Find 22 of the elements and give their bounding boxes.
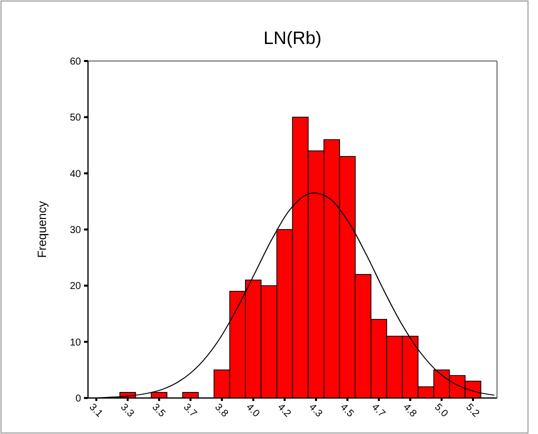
y-tick-label: 10: [70, 337, 82, 348]
y-tick-label: 50: [70, 112, 82, 124]
y-tick-label: 20: [70, 281, 82, 292]
x-tick-label: 5.2: [463, 402, 482, 420]
x-tick-label: 3.3: [118, 402, 136, 420]
y-tick-label: 60: [70, 56, 82, 68]
x-tick-label: 4.2: [275, 402, 294, 420]
x-tick-label: 3.5: [150, 402, 168, 420]
x-tick-label: 4.7: [369, 402, 388, 420]
y-tick-label: 0: [75, 394, 82, 404]
y-axis-title: Frequency: [35, 201, 49, 258]
y-tick-label: 40: [70, 168, 82, 180]
y-tick-label: 30: [70, 225, 82, 236]
x-tick-label: 3.7: [180, 402, 199, 420]
x-tick-label: 4.8: [400, 402, 419, 420]
chart-title: LN(Rb): [263, 28, 322, 48]
x-tick-label: 3.1: [86, 402, 105, 420]
x-tick-label: 5.0: [432, 402, 450, 420]
x-tick-label: 4.3: [306, 402, 324, 420]
x-tick-label: 4.0: [244, 402, 262, 420]
x-tick-label: 3.8: [212, 402, 230, 420]
x-tick-label: 4.5: [338, 402, 356, 420]
